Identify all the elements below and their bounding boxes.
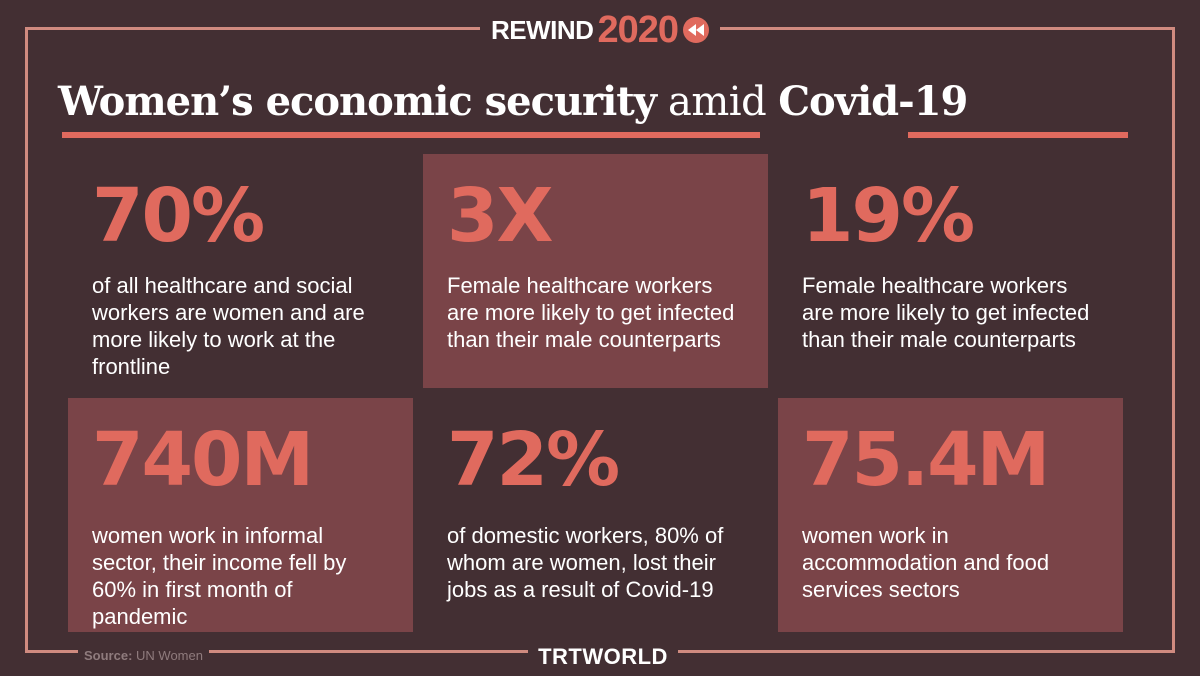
rewind-year: 2020 — [597, 8, 679, 51]
stat-value: 72% — [447, 417, 620, 503]
title-underline-2 — [908, 132, 1128, 138]
stat-card-accommodation-food: 75.4M women work in accommodation and fo… — [778, 398, 1123, 632]
title-part-1: Women’s economic security — [58, 78, 657, 125]
stat-value: 70% — [92, 173, 265, 259]
page-title: Women’s economic security amid Covid-19 — [58, 78, 1148, 138]
source-value: UN Women — [136, 648, 203, 663]
stat-value: 19% — [802, 173, 975, 259]
stat-card-informal-sector: 740M women work in informal sector, thei… — [68, 398, 413, 632]
stat-description: Female healthcare workers are more likel… — [802, 273, 1090, 352]
title-underline-1 — [62, 132, 760, 138]
stat-description: of all healthcare and social workers are… — [92, 273, 365, 379]
stat-value: 3X — [447, 173, 554, 259]
title-part-2: amid — [668, 79, 767, 125]
stat-description: women work in accommodation and food ser… — [802, 523, 1050, 602]
rewind-2020-badge: REWIND 2020 — [480, 8, 720, 52]
rewind-icon — [682, 17, 709, 43]
rewind-word: REWIND — [491, 14, 594, 45]
stat-description: women work in informal sector, their inc… — [92, 523, 347, 629]
stat-card-healthcare-workers: 70% of all healthcare and social workers… — [68, 154, 413, 388]
stat-card-domestic-workers: 72% of domestic workers, 80% of whom are… — [423, 398, 768, 632]
source-label: Source: — [84, 648, 133, 663]
stat-card-infection-percent: 19% Female healthcare workers are more l… — [778, 154, 1123, 388]
stat-description: of domestic workers, 80% of whom are wom… — [447, 523, 724, 602]
stat-value: 740M — [92, 417, 314, 503]
stat-description: Female healthcare workers are more likel… — [447, 273, 735, 352]
title-part-3: Covid-19 — [778, 78, 968, 125]
source-credit: Source: UN Women — [78, 645, 209, 667]
trtworld-logo: TRTWORLD — [528, 640, 678, 674]
stat-value: 75.4M — [802, 417, 1050, 503]
stat-card-infection-risk: 3X Female healthcare workers are more li… — [423, 154, 768, 388]
